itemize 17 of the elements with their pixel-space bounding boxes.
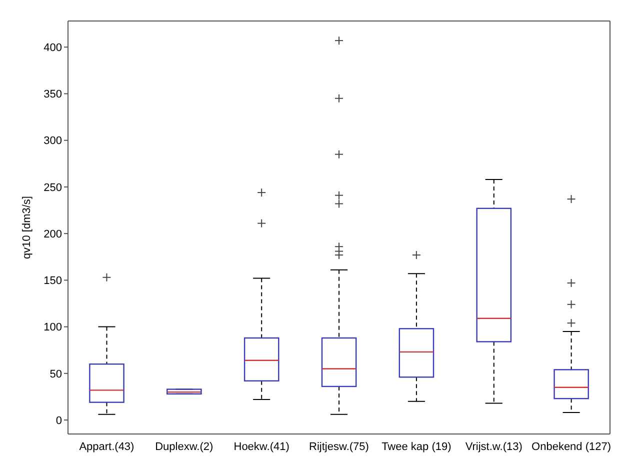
y-tick-label: 100 (44, 322, 62, 334)
x-tick-label: Appart.(43) (79, 440, 134, 453)
y-axis-title: qv10 [dm3/s] (20, 196, 33, 259)
y-tick-label: 150 (44, 275, 62, 288)
x-tick-label: Hoekw.(41) (234, 440, 290, 453)
y-tick-label: 0 (56, 414, 62, 427)
y-tick-label: 50 (50, 368, 62, 380)
y-tick-label: 300 (44, 135, 62, 148)
x-tick-label: Onbekend (127) (532, 440, 612, 453)
y-tick-label: 350 (44, 88, 62, 101)
x-tick-label: Twee kap (19) (382, 440, 452, 453)
y-tick-label: 400 (44, 42, 62, 54)
x-tick-label: Vrijst.w.(13) (465, 440, 522, 453)
x-tick-label: Rijtjesw.(75) (309, 440, 369, 453)
x-tick-label: Duplexw.(2) (155, 440, 214, 453)
y-tick-label: 250 (44, 182, 62, 194)
y-tick-label: 200 (44, 228, 62, 240)
